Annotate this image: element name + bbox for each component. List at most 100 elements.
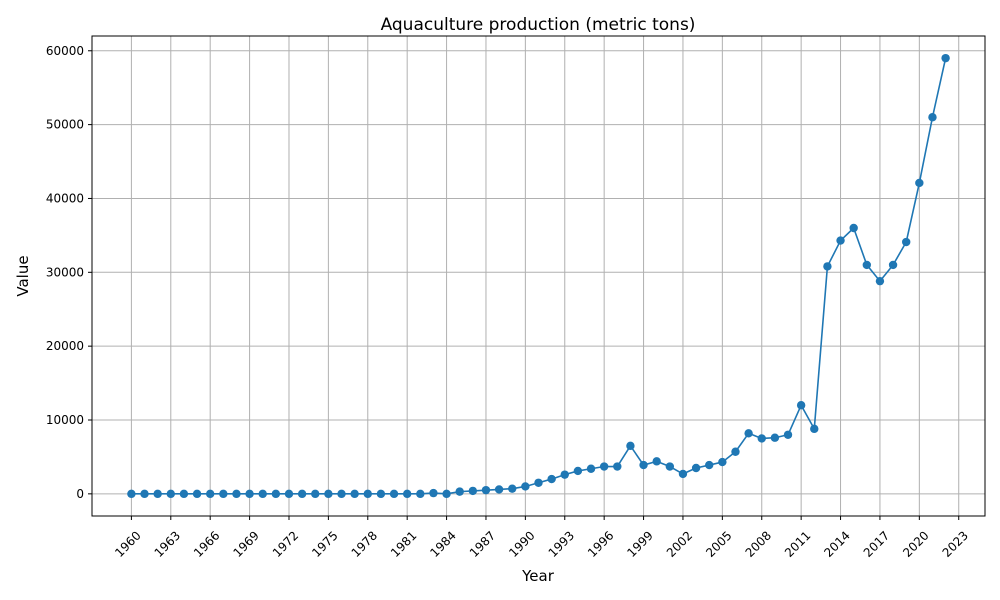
data-point [219, 489, 228, 499]
data-point [363, 489, 372, 499]
grid [92, 36, 985, 516]
y-tick-label: 20000 [46, 339, 84, 353]
data-point [862, 260, 872, 270]
data-point [665, 462, 675, 471]
data-point [836, 236, 845, 245]
series-layer [127, 53, 950, 499]
y-axis-ticks: 0 10000 20000 30000 40000 50000 60000 [46, 44, 92, 501]
data-point [547, 474, 556, 484]
data-point [757, 434, 766, 443]
data-point [678, 469, 688, 479]
series-line [131, 57, 947, 495]
data-point [442, 489, 451, 499]
data-point [731, 447, 740, 456]
x-tick-label: 1972 [270, 528, 301, 559]
x-tick-label: 1966 [191, 528, 222, 559]
data-point [888, 260, 898, 270]
x-tick-label: 1996 [585, 528, 616, 559]
x-tick-label: 1993 [546, 528, 577, 559]
data-point [245, 489, 254, 499]
data-point [508, 484, 517, 493]
x-tick-label: 1999 [624, 528, 655, 559]
data-point [481, 485, 491, 495]
data-point [127, 489, 136, 499]
data-point [324, 489, 333, 499]
y-tick-label: 50000 [46, 118, 84, 132]
data-point [626, 441, 635, 451]
plot-frame [91, 35, 986, 517]
y-tick-label: 10000 [46, 413, 84, 427]
data-point [429, 488, 438, 498]
x-tick-label: 1978 [349, 528, 380, 559]
data-point [613, 462, 622, 471]
data-point [179, 489, 189, 499]
x-tick-label: 1963 [152, 528, 183, 559]
chart-title: Aquaculture production (metric tons) [381, 15, 696, 35]
x-tick-label: 1969 [230, 528, 261, 559]
data-point [311, 489, 320, 499]
data-point [718, 457, 727, 467]
data-point [560, 470, 569, 479]
x-tick-label: 1987 [467, 528, 498, 559]
data-point [915, 178, 924, 188]
data-point [297, 489, 307, 499]
data-point [153, 489, 162, 499]
x-tick-label: 2017 [861, 528, 892, 559]
data-point [205, 489, 215, 499]
data-point [455, 487, 464, 496]
data-point [941, 53, 950, 63]
x-tick-label: 1984 [427, 528, 458, 559]
data-point [744, 429, 753, 438]
data-point [599, 462, 609, 471]
data-point [823, 262, 832, 271]
data-point [639, 460, 648, 470]
y-tick-label: 30000 [46, 265, 84, 279]
data-point [928, 113, 937, 122]
data-point [416, 489, 425, 499]
x-tick-label: 2011 [782, 528, 813, 559]
data-point [402, 489, 412, 499]
data-point [810, 424, 819, 434]
y-tick-label: 0 [76, 487, 84, 501]
data-point [849, 223, 858, 233]
y-tick-label: 60000 [46, 44, 84, 58]
y-tick-label: 40000 [46, 191, 84, 205]
x-tick-label: 1990 [506, 528, 537, 559]
data-point [350, 489, 359, 499]
data-point [652, 457, 661, 466]
data-point [468, 486, 478, 496]
data-point [166, 489, 175, 499]
x-tick-label: 1960 [112, 528, 143, 559]
data-point [271, 489, 281, 499]
x-tick-label: 2005 [703, 528, 734, 559]
y-axis-label: Value [14, 255, 32, 296]
data-point [875, 276, 885, 286]
data-point [284, 489, 294, 499]
data-point [376, 489, 386, 499]
data-point [494, 485, 504, 494]
x-tick-label: 1981 [388, 528, 419, 559]
data-point [337, 489, 346, 499]
x-tick-label: 2002 [664, 528, 695, 559]
data-point [192, 489, 202, 499]
data-point [534, 478, 543, 487]
data-point [902, 237, 911, 247]
data-point [586, 464, 596, 473]
data-point [573, 466, 583, 476]
data-point [783, 430, 793, 439]
data-point [691, 463, 701, 473]
x-tick-label: 2020 [900, 528, 931, 559]
data-point [258, 489, 267, 499]
data-point [389, 489, 399, 499]
x-tick-label: 1975 [309, 528, 340, 559]
x-axis-ticks: 1960 1963 1966 1969 1972 1975 1978 1981 1984 1987… [112, 516, 971, 560]
data-point [232, 489, 241, 499]
x-tick-label: 2014 [821, 528, 852, 559]
data-point [140, 489, 149, 499]
x-tick-label: 2023 [940, 528, 971, 559]
x-axis-label: Year [521, 567, 555, 585]
data-point [521, 482, 530, 491]
data-point [796, 401, 806, 410]
